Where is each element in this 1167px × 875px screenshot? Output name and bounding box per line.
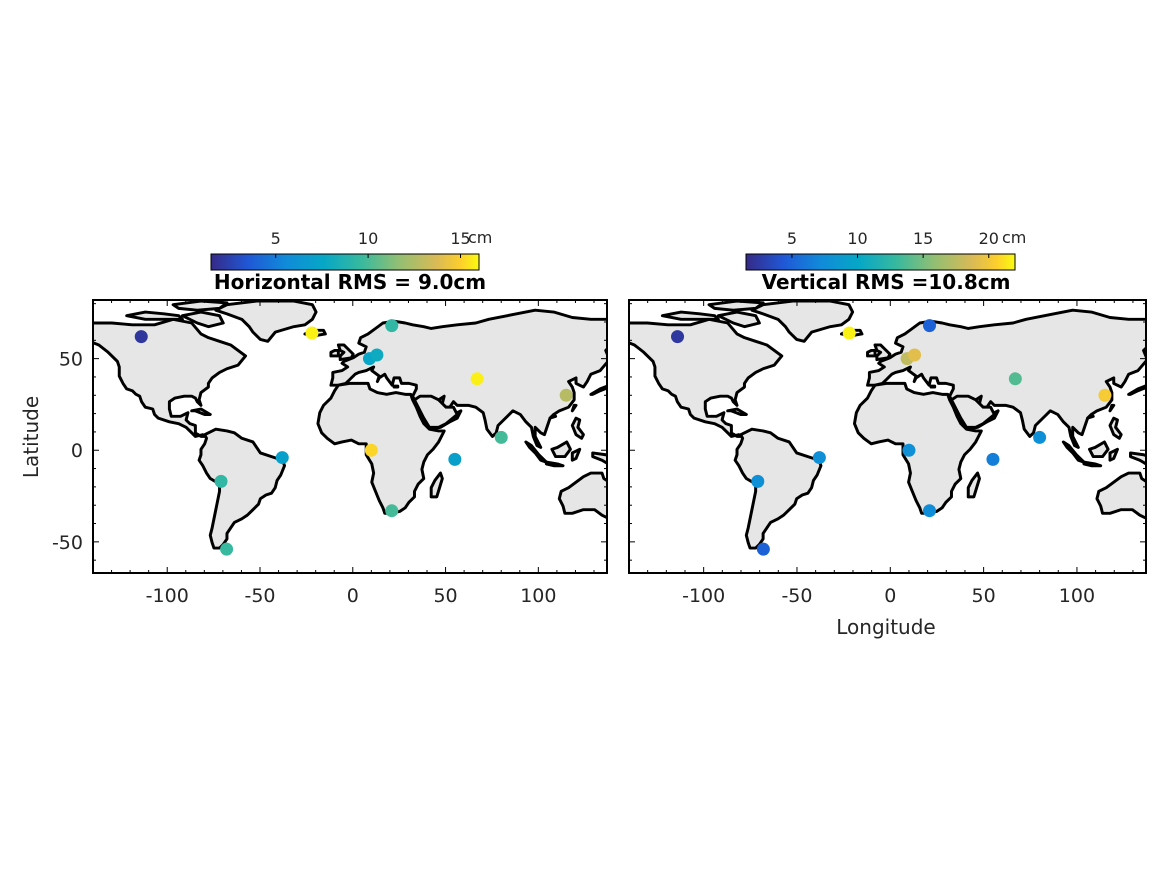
colorbar-tick-label: 10	[358, 229, 378, 248]
station-marker	[134, 330, 148, 344]
colorbar-unit: cm	[468, 228, 492, 247]
colorbar-horizontal: 5 10 15 cm	[210, 228, 492, 271]
station-marker	[1098, 388, 1112, 402]
station-marker	[1008, 372, 1022, 386]
y-tick-label: 0	[71, 440, 83, 462]
horizontal-panel: 5 10 15 cm Horizontal RMS = 9.0cm -100 -50 0…	[52, 228, 608, 607]
x-tick-label: -50	[781, 585, 812, 607]
x-tick-label: -50	[244, 585, 275, 607]
station-marker	[214, 474, 228, 488]
colorbar-tick-label: 10	[847, 229, 867, 248]
station-marker	[220, 542, 234, 556]
colorbar-tick-label: 15	[450, 229, 470, 248]
x-axis-ticks: -100 -50 0 50 100	[92, 300, 595, 607]
station-marker	[470, 372, 484, 386]
station-marker	[385, 319, 399, 333]
colorbar-tick-label: 15	[913, 229, 933, 248]
x-tick-label: -100	[146, 585, 189, 607]
colorbar-gradient	[210, 253, 480, 271]
station-marker	[275, 451, 289, 465]
x-tick-label: 50	[433, 585, 457, 607]
colorbar-vertical: 5 10 15 20 cm	[745, 228, 1026, 271]
colorbar-ticks: 5 10 15	[271, 229, 471, 258]
colorbar-tick-label: 5	[271, 229, 281, 248]
x-axis-ticks: -100 -50 0 50 100	[628, 300, 1146, 607]
vertical-panel: 5 10 15 20 cm Vertical RMS =10.8cm -100 -50 0…	[628, 228, 1147, 607]
map-title-vertical: Vertical RMS =10.8cm	[762, 270, 1011, 294]
colorbar-tick-label: 20	[979, 229, 999, 248]
station-marker	[902, 443, 916, 457]
station-marker	[812, 451, 826, 465]
station-marker	[842, 326, 856, 340]
station-marker	[671, 330, 685, 344]
y-axis-ticks: -50 0 50	[52, 303, 607, 561]
x-tick-label: 100	[1059, 585, 1095, 607]
station-marker	[922, 319, 936, 333]
map-title-horizontal: Horizontal RMS = 9.0cm	[214, 270, 486, 294]
x-axis-label: Longitude	[836, 615, 935, 639]
station-marker	[559, 388, 573, 402]
station-marker	[986, 452, 1000, 466]
colorbar-tick-label: 5	[787, 229, 797, 248]
station-marker	[448, 452, 462, 466]
colorbar-ticks: 5 10 15 20	[787, 229, 999, 258]
station-marker	[756, 542, 770, 556]
station-marker	[494, 430, 508, 444]
station-markers	[134, 319, 573, 556]
station-marker	[1033, 430, 1047, 444]
y-axis-label: Latitude	[19, 396, 43, 478]
x-tick-label: 0	[347, 585, 359, 607]
station-markers	[671, 319, 1112, 556]
colorbar-gradient	[745, 253, 1016, 271]
colorbar-unit: cm	[1002, 228, 1026, 247]
y-tick-label: 50	[59, 349, 83, 371]
station-marker	[751, 474, 765, 488]
x-tick-label: -100	[682, 585, 725, 607]
station-marker	[922, 504, 936, 518]
map-frame	[92, 299, 608, 574]
station-marker	[908, 348, 922, 362]
station-marker	[364, 443, 378, 457]
x-tick-label: 100	[520, 585, 556, 607]
x-tick-label: 0	[884, 585, 896, 607]
y-tick-label: -50	[52, 532, 83, 554]
station-marker	[370, 348, 384, 362]
map-frame	[628, 299, 1147, 574]
station-marker	[305, 326, 319, 340]
station-marker	[385, 504, 399, 518]
x-tick-label: 50	[972, 585, 996, 607]
